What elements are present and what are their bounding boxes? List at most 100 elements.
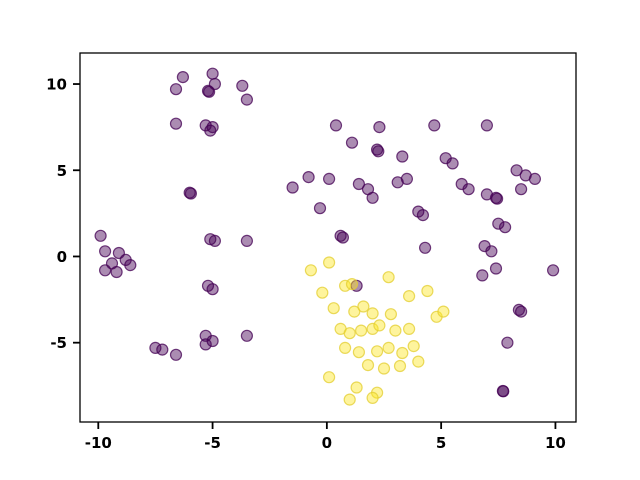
scatter-point-cluster-1-yellow — [327, 302, 340, 315]
y-tick-label: 10 — [46, 76, 67, 94]
scatter-point-cluster-1-yellow — [382, 271, 395, 284]
scatter-point-cluster-1-yellow — [403, 322, 416, 335]
scatter-point-cluster-1-yellow — [412, 355, 425, 368]
scatter-point-cluster-0-purple — [203, 85, 216, 98]
scatter-point-cluster-0-purple — [156, 343, 169, 356]
scatter-point-cluster-1-yellow — [352, 346, 365, 359]
scatter-point-cluster-0-purple — [323, 172, 336, 185]
scatter-point-cluster-0-purple — [204, 124, 217, 137]
scatter-point-cluster-0-purple — [240, 93, 253, 106]
x-tick-label: 0 — [322, 434, 332, 452]
scatter-point-cluster-0-purple — [286, 181, 299, 194]
scatter-point-cluster-0-purple — [546, 264, 560, 277]
scatter-point-cluster-0-purple — [206, 283, 219, 296]
scatter-point-cluster-0-purple — [206, 334, 219, 348]
scatter-point-cluster-0-purple — [501, 336, 514, 349]
scatter-point-cluster-0-purple — [462, 183, 475, 196]
axes-spines — [79, 52, 577, 423]
scatter-point-cluster-0-purple — [236, 79, 249, 92]
scatter-point-cluster-1-yellow — [345, 278, 359, 291]
scatter-point-cluster-0-purple — [302, 171, 315, 184]
scatter-point-cluster-1-yellow — [348, 305, 361, 318]
scatter-point-cluster-0-purple — [313, 202, 327, 215]
y-tick-label: 0 — [57, 248, 67, 266]
scatter-point-cluster-1-yellow — [421, 284, 434, 298]
scatter-point-cluster-0-purple — [485, 245, 498, 258]
x-tick-label: -5 — [204, 434, 221, 452]
scatter-point-cluster-0-purple — [372, 145, 385, 158]
scatter-point-cluster-0-purple — [240, 329, 253, 342]
scatter-point-cluster-0-purple — [208, 234, 221, 247]
scatter-point-cluster-0-purple — [176, 70, 189, 84]
scatter-point-cluster-0-purple — [497, 385, 510, 398]
scatter-point-cluster-0-purple — [396, 150, 409, 163]
y-tick-label: 5 — [57, 162, 67, 180]
scatter-point-cluster-0-purple — [428, 119, 441, 132]
y-tick-label: -5 — [50, 334, 67, 352]
scatter-point-cluster-1-yellow — [350, 381, 363, 394]
scatter-point-cluster-1-yellow — [304, 264, 317, 277]
scatter-point-cluster-1-yellow — [407, 340, 420, 353]
scatter-point-cluster-1-yellow — [343, 327, 356, 340]
scatter-point-cluster-0-purple — [489, 262, 503, 275]
scatter-point-cluster-0-purple — [480, 119, 493, 132]
scatter-point-cluster-1-yellow — [384, 308, 397, 321]
scatter-point-cluster-1-yellow — [373, 319, 386, 332]
scatter-point-cluster-0-purple — [206, 67, 219, 80]
scatter-point-cluster-0-purple — [373, 120, 386, 134]
scatter-point-cluster-1-yellow — [339, 341, 352, 354]
scatter-point-cluster-0-purple — [199, 338, 212, 351]
scatter-point-cluster-0-purple — [476, 269, 489, 282]
scatter-point-cluster-1-yellow — [371, 345, 384, 358]
scatter-point-cluster-0-purple — [514, 183, 528, 196]
scatter-point-cluster-1-yellow — [396, 346, 409, 360]
scatter-point-cluster-0-purple — [169, 117, 183, 130]
scatter-point-cluster-1-yellow — [366, 322, 379, 335]
scatter-point-cluster-1-yellow — [366, 391, 379, 404]
scatter-point-cluster-1-yellow — [366, 307, 379, 320]
scatter-point-cluster-0-purple — [491, 192, 504, 205]
scatter-point-cluster-0-purple — [240, 234, 253, 247]
scatter-point-cluster-0-purple — [400, 172, 413, 185]
x-tick-label: 10 — [545, 434, 566, 452]
scatter-point-cluster-1-yellow — [355, 324, 368, 337]
scatter-point-cluster-0-purple — [514, 305, 528, 318]
scatter-point-cluster-0-purple — [416, 209, 429, 222]
scatter-point-cluster-1-yellow — [323, 371, 336, 384]
scatter-point-cluster-0-purple — [419, 241, 432, 254]
scatter-point-cluster-0-purple — [169, 83, 183, 96]
scatter-point-cluster-1-yellow — [357, 300, 370, 313]
scatter-point-cluster-0-purple — [366, 191, 379, 204]
scatter-point-cluster-0-purple — [352, 177, 365, 191]
scatter-point-cluster-1-yellow — [437, 305, 450, 318]
x-tick-label: -10 — [85, 434, 112, 452]
scatter-point-cluster-0-purple — [98, 245, 112, 258]
scatter-point-cluster-0-purple — [184, 187, 197, 200]
scatter-point-cluster-0-purple — [336, 231, 349, 244]
scatter-point-cluster-0-purple — [345, 136, 359, 149]
scatter-point-cluster-0-purple — [98, 264, 112, 277]
scatter-point-cluster-0-purple — [110, 265, 123, 279]
scatter-point-cluster-0-purple — [499, 221, 512, 234]
scatter-point-cluster-0-purple — [169, 348, 183, 361]
scatter-point-cluster-0-purple — [492, 217, 505, 230]
scatter-point-cluster-1-yellow — [393, 359, 407, 373]
scatter-point-cluster-1-yellow — [403, 290, 416, 303]
scatter-point-cluster-1-yellow — [361, 359, 375, 372]
scatter-point-cluster-1-yellow — [343, 393, 356, 406]
x-tick-label: 5 — [436, 434, 446, 452]
scatter-point-cluster-0-purple — [528, 172, 542, 185]
scatter-point-cluster-1-yellow — [377, 362, 391, 375]
scatter-point-cluster-1-yellow — [382, 341, 395, 354]
scatter-point-cluster-0-purple — [124, 259, 137, 272]
scatter-point-cluster-0-purple — [94, 229, 107, 242]
scatter-point-cluster-0-purple — [329, 119, 343, 132]
scatter-point-cluster-0-purple — [446, 157, 459, 170]
scatter-point-cluster-1-yellow — [316, 286, 329, 299]
scatter-point-cluster-0-purple — [510, 164, 523, 177]
scatter-point-cluster-1-yellow — [389, 324, 402, 337]
scatter-point-cluster-1-yellow — [323, 256, 336, 269]
